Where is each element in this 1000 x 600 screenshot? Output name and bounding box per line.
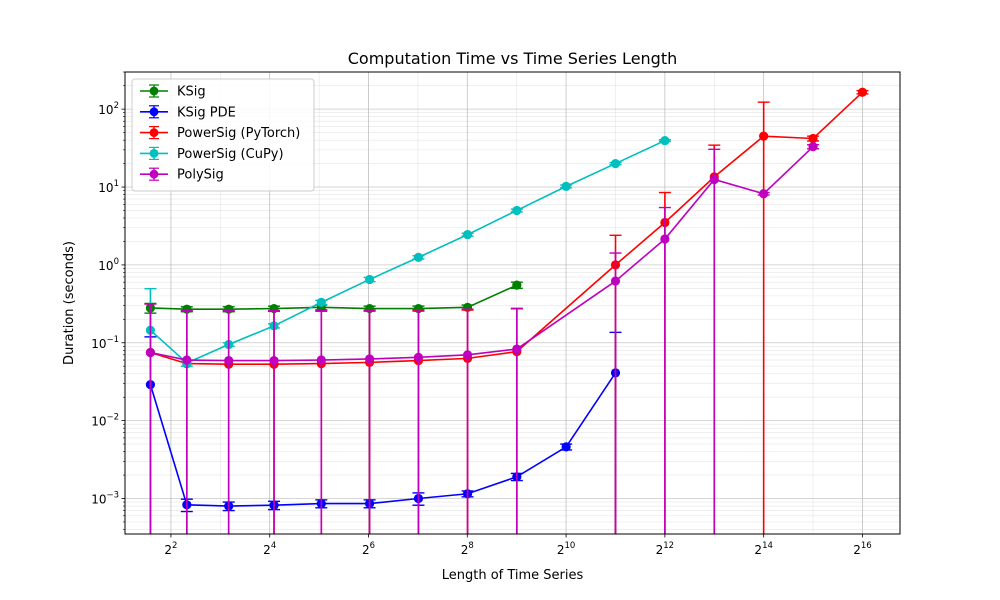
data-point (145, 347, 156, 358)
legend: KSig KSig PDE PowerSig (PyTorch) PowerSig (… (131, 78, 315, 192)
data-point (660, 135, 670, 146)
data-point (269, 356, 279, 366)
legend-label: PowerSig (PyTorch) (177, 126, 300, 141)
data-point (413, 352, 424, 362)
data-point (561, 181, 571, 191)
legend-entry: KSig (140, 84, 206, 100)
y-tick-label: 10−3 (91, 490, 119, 506)
y-tick-label: 101 (98, 179, 119, 195)
legend-entry: KSig PDE (140, 105, 236, 120)
legend-marker (149, 149, 159, 158)
data-point (365, 274, 375, 285)
x-tick-label: 212 (656, 541, 674, 557)
y-axis-label: Duration (seconds) (62, 241, 77, 365)
plot-frame (124, 71, 901, 535)
data-point (610, 276, 621, 286)
legend-entry: PowerSig (PyTorch) (140, 125, 300, 141)
data-point (365, 354, 375, 364)
legend-label: PowerSig (CuPy) (177, 147, 284, 162)
data-point (316, 297, 326, 307)
legend-marker (149, 107, 159, 117)
series-polysig (144, 142, 820, 534)
x-tick-label: 26 (362, 541, 375, 557)
data-point (808, 133, 818, 144)
data-point (561, 442, 571, 452)
legend-entry: PowerSig (CuPy) (140, 146, 284, 162)
x-tick-label: 28 (461, 541, 474, 557)
data-point (512, 280, 522, 290)
data-point (610, 158, 621, 169)
data-point (512, 205, 522, 216)
chart-title: Computation Time vs Time Series Length (348, 49, 678, 68)
y-tick-label: 100 (98, 257, 119, 273)
x-tick-label: 214 (754, 541, 772, 557)
legend-marker (149, 169, 159, 179)
data-point (512, 344, 522, 354)
y-tick-label: 10−2 (91, 413, 119, 429)
y-tick-label: 10−1 (91, 335, 119, 351)
x-tick-label: 22 (164, 541, 177, 557)
data-point (413, 252, 424, 262)
series-layer (144, 87, 869, 534)
data-point (759, 131, 769, 141)
data-point (709, 174, 719, 185)
legend-label: KSig (177, 85, 206, 100)
data-point (224, 356, 234, 366)
y-tick-label: 102 (98, 101, 119, 117)
data-point (660, 234, 670, 244)
legend-marker (149, 86, 159, 96)
x-tick-label: 24 (263, 541, 276, 557)
data-point (462, 229, 473, 240)
legend-label: PolySig (177, 168, 224, 183)
data-point (182, 355, 192, 365)
legend-marker (149, 128, 159, 138)
data-point (808, 142, 818, 152)
x-tick-label: 210 (557, 541, 575, 557)
legend-box (131, 78, 315, 192)
legend-label: KSig PDE (177, 105, 236, 120)
series-powersig-cupy (144, 135, 671, 534)
series-line (150, 146, 814, 362)
series-line (149, 139, 666, 364)
legend-entry: PolySig (140, 167, 224, 183)
data-point (316, 355, 326, 365)
data-point (462, 350, 473, 360)
x-tick-label: 216 (853, 541, 871, 557)
data-point (759, 189, 769, 199)
data-point (857, 87, 868, 97)
x-axis-label: Length of Time Series (442, 568, 584, 583)
axis-ticks: 10−3 10−2 10−1 100 101 102 22 24 26 28 210 212 214 21… (91, 71, 872, 557)
